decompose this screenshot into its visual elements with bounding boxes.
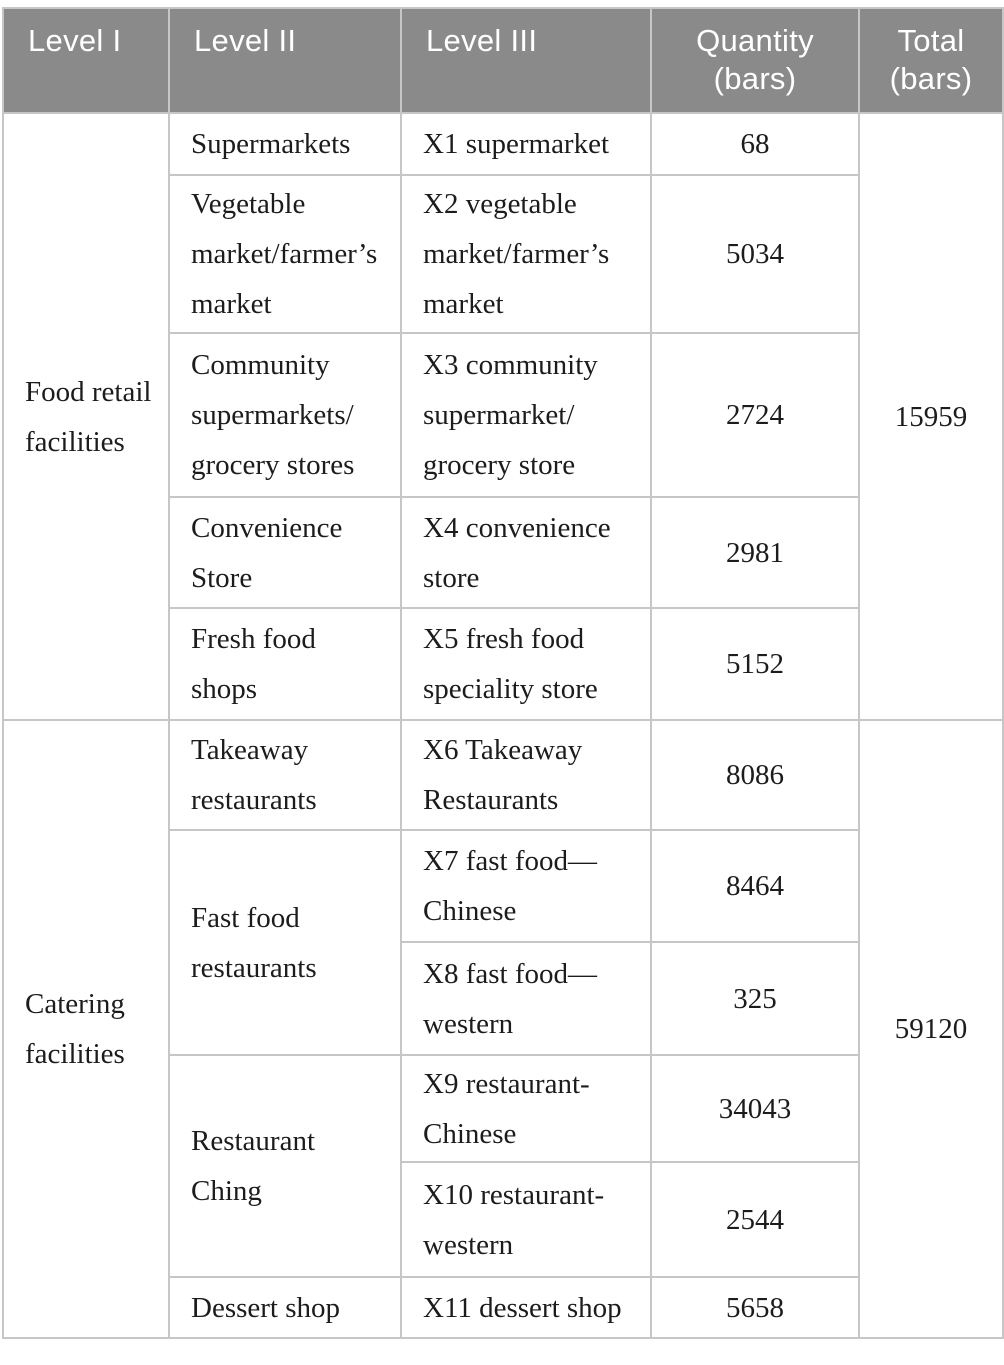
quantity-cell: 2544 <box>650 1161 860 1278</box>
level1-catering-cell: Catering facilities <box>2 719 170 1339</box>
level3-cell: X10 restaurant- western <box>400 1161 652 1278</box>
quantity-cell: 5658 <box>650 1276 860 1339</box>
quantity-cell: 34043 <box>650 1054 860 1163</box>
quantity-cell: 68 <box>650 112 860 176</box>
level3-cell: X3 community supermarket/ grocery store <box>400 332 652 498</box>
quantity-cell: 2981 <box>650 496 860 609</box>
table-row: Food retail facilities Supermarkets X1 s… <box>2 112 1004 721</box>
table-row: X8 fast food— western 325 <box>3 941 1003 1056</box>
table-row: Catering facilities Takeaway restaurants… <box>2 719 1004 1339</box>
quantity-cell: 8086 <box>650 719 860 831</box>
table-row: X10 restaurant- western 2544 <box>3 1161 1003 1278</box>
column-header-level3: Level III <box>400 7 652 114</box>
level3-cell: X2 vegetable market/farmer’s market <box>400 174 652 334</box>
quantity-cell: 5034 <box>650 174 860 334</box>
table-row: Fast food restaurants X7 fast food— Chin… <box>3 829 1003 1056</box>
level3-cell: X11 dessert shop <box>400 1276 652 1339</box>
total-food-retail-cell: 15959 <box>858 112 1004 721</box>
level3-cell: X7 fast food— Chinese <box>400 829 652 943</box>
table-row: Convenience Store X4 convenience store 2… <box>3 496 1003 609</box>
level3-cell: X6 Takeaway Restaurants <box>400 719 652 831</box>
table-row: Vegetable market/farmer’s market X2 vege… <box>3 174 1003 334</box>
level2-cell: Vegetable market/farmer’s market <box>168 174 402 334</box>
level1-food-retail-cell: Food retail facilities <box>2 112 170 721</box>
quantity-cell: 5152 <box>650 607 860 721</box>
level2-restaurant-cell: Restaurant Ching <box>168 1054 402 1278</box>
level2-cell: Community supermarkets/ grocery stores <box>168 332 402 498</box>
quantity-cell: 2724 <box>650 332 860 498</box>
level2-cell: Fresh food shops <box>168 607 402 721</box>
column-header-total: Total (bars) <box>858 7 1004 114</box>
level2-cell: Dessert shop <box>168 1276 402 1339</box>
level3-cell: X1 supermarket <box>400 112 652 176</box>
table-row: Community supermarkets/ grocery stores X… <box>3 332 1003 498</box>
level3-cell: X9 restaurant- Chinese <box>400 1054 652 1163</box>
column-header-level1: Level I <box>2 7 170 114</box>
table-row: Dessert shop X11 dessert shop 5658 <box>3 1276 1003 1339</box>
column-header-level2: Level II <box>168 7 402 114</box>
table-row: Restaurant Ching X9 restaurant- Chinese … <box>3 1054 1003 1278</box>
column-header-quantity: Quantity (bars) <box>650 7 860 114</box>
total-catering-cell: 59120 <box>858 719 1004 1339</box>
level2-cell: Convenience Store <box>168 496 402 609</box>
level3-cell: X5 fresh food speciality store <box>400 607 652 721</box>
quantity-cell: 325 <box>650 941 860 1056</box>
level2-cell: Takeaway restaurants <box>168 719 402 831</box>
table-row: Fresh food shops X5 fresh food specialit… <box>3 607 1003 721</box>
level2-fast-food-cell: Fast food restaurants <box>168 829 402 1056</box>
level3-cell: X8 fast food— western <box>400 941 652 1056</box>
level3-cell: X4 convenience store <box>400 496 652 609</box>
facilities-quantity-table: Level I Level II Level III Quantity (bar… <box>2 7 1004 1339</box>
level2-cell: Supermarkets <box>168 112 402 176</box>
quantity-cell: 8464 <box>650 829 860 943</box>
header-row: Level I Level II Level III Quantity (bar… <box>2 7 1004 114</box>
